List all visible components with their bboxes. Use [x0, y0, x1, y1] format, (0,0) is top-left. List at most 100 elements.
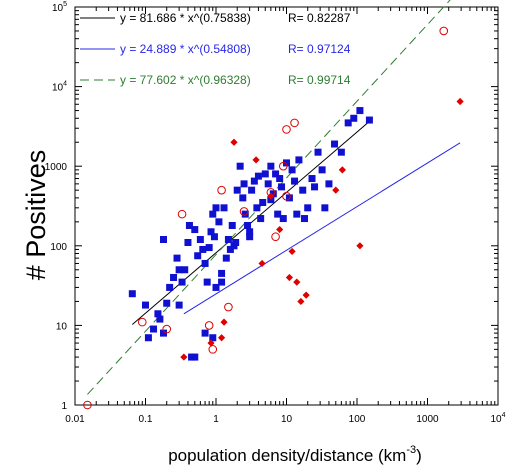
- data-points: [83, 26, 464, 410]
- data-point-square: [278, 183, 286, 191]
- data-point-square: [226, 245, 234, 253]
- x-tick-label: 0.1: [139, 414, 153, 425]
- x-tick-label: 1: [213, 414, 219, 425]
- data-point-diamond: [220, 318, 228, 326]
- y-tick-label-base: 10: [52, 83, 64, 94]
- y-tick-label: 105: [52, 1, 67, 14]
- data-point-circle: [208, 345, 218, 354]
- data-point-diamond: [297, 297, 305, 306]
- y-tick-label-base: 10: [52, 3, 64, 14]
- y-tick-label: 1: [61, 401, 67, 412]
- legend-equation-2: y = 24.889 * x^(0.54808): [120, 42, 251, 56]
- data-point-diamond: [180, 353, 188, 361]
- data-point-circle: [137, 317, 147, 327]
- x-tick-label-base: 1000: [416, 414, 439, 425]
- data-point-square: [203, 278, 211, 286]
- data-point-square: [170, 273, 178, 281]
- x-tick-label-sup: 4: [502, 412, 506, 419]
- data-point-square: [248, 186, 256, 194]
- data-point-diamond: [230, 138, 238, 146]
- data-point-square: [239, 194, 247, 202]
- data-point-square: [228, 221, 236, 229]
- fit-line-2: [183, 142, 461, 315]
- data-point-square: [207, 228, 215, 236]
- data-point-square: [293, 210, 301, 218]
- data-point-circle: [204, 321, 214, 330]
- data-point-square: [218, 278, 226, 286]
- data-point-square: [166, 283, 174, 291]
- data-point-diamond: [267, 192, 275, 200]
- data-point-square: [253, 204, 261, 212]
- data-point-square: [156, 315, 164, 323]
- data-point-circle: [177, 209, 187, 219]
- data-point-square: [288, 166, 296, 174]
- legend-r-value-1: R= 0.82287: [288, 11, 351, 25]
- data-point-square: [236, 162, 244, 170]
- legend-r-value-3: R= 0.99714: [288, 73, 351, 87]
- data-point-square: [304, 204, 312, 212]
- y-tick-label-base: 10: [56, 321, 68, 332]
- data-point-circle: [282, 191, 291, 201]
- data-point-square: [269, 190, 277, 198]
- data-point-square: [272, 170, 280, 178]
- data-point-diamond: [252, 156, 260, 164]
- data-point-square: [246, 233, 254, 241]
- data-point-square: [196, 235, 204, 243]
- data-point-square: [279, 215, 287, 223]
- data-point-square: [201, 259, 209, 267]
- data-point-square: [163, 299, 171, 307]
- data-point-square: [178, 278, 186, 286]
- data-point-square: [209, 210, 217, 218]
- data-point-square: [199, 245, 207, 253]
- data-point-circle: [282, 125, 291, 134]
- x-tick-label-base: 0.1: [139, 414, 153, 425]
- data-point-square: [283, 159, 290, 167]
- data-point-square: [276, 175, 284, 183]
- data-point-square: [128, 290, 136, 298]
- data-point-diamond: [356, 242, 364, 250]
- data-point-square: [212, 204, 220, 212]
- x-tick-label: 1000: [416, 414, 439, 425]
- data-point-square: [215, 218, 223, 226]
- plot-frame: [74, 6, 499, 406]
- data-point-circle: [290, 118, 299, 128]
- data-point-square: [159, 235, 167, 243]
- y-tick-label: 1000: [45, 162, 68, 173]
- data-point-square: [175, 301, 183, 309]
- y-tick-label-base: 100: [50, 242, 67, 253]
- x-axis-title-main: population density/distance (km: [168, 446, 406, 465]
- data-point-square: [314, 148, 322, 156]
- x-tick-label: 0.01: [65, 414, 85, 425]
- data-point-square: [222, 254, 230, 262]
- data-point-diamond: [276, 225, 284, 234]
- x-tick-label: 10: [281, 414, 293, 425]
- data-point-circle: [224, 302, 233, 312]
- y-tick-label-base: 1: [61, 401, 67, 412]
- data-point-square: [185, 221, 193, 229]
- legend-equation-1: y = 81.686 * x^(0.75838): [120, 11, 251, 25]
- data-point-square: [220, 204, 228, 212]
- data-point-square: [299, 186, 307, 194]
- x-tick-label-base: 10: [490, 414, 502, 425]
- data-point-diamond: [456, 97, 464, 106]
- data-point-square: [337, 148, 345, 156]
- y-tick-label: 10: [56, 321, 68, 332]
- data-point-square: [233, 186, 241, 194]
- data-point-diamond: [293, 278, 301, 286]
- data-point-square: [154, 310, 162, 318]
- data-point-square: [201, 329, 209, 337]
- legend-equation-3: y = 77.602 * x^(0.96328): [120, 73, 251, 87]
- y-tick-label: 104: [52, 81, 67, 94]
- data-point-square: [175, 266, 183, 274]
- data-point-square: [325, 180, 333, 188]
- data-point-square: [194, 252, 202, 260]
- x-tick-label: 100: [349, 414, 366, 425]
- data-point-square: [356, 107, 364, 115]
- y-tick-label-base: 1000: [45, 162, 68, 173]
- y-tick-label-sup: 5: [63, 1, 67, 8]
- data-point-circle: [83, 400, 92, 410]
- y-tick-label-sup: 4: [63, 81, 67, 88]
- x-axis-title: population density/distance (km-3): [168, 444, 422, 465]
- data-point-square: [274, 210, 282, 218]
